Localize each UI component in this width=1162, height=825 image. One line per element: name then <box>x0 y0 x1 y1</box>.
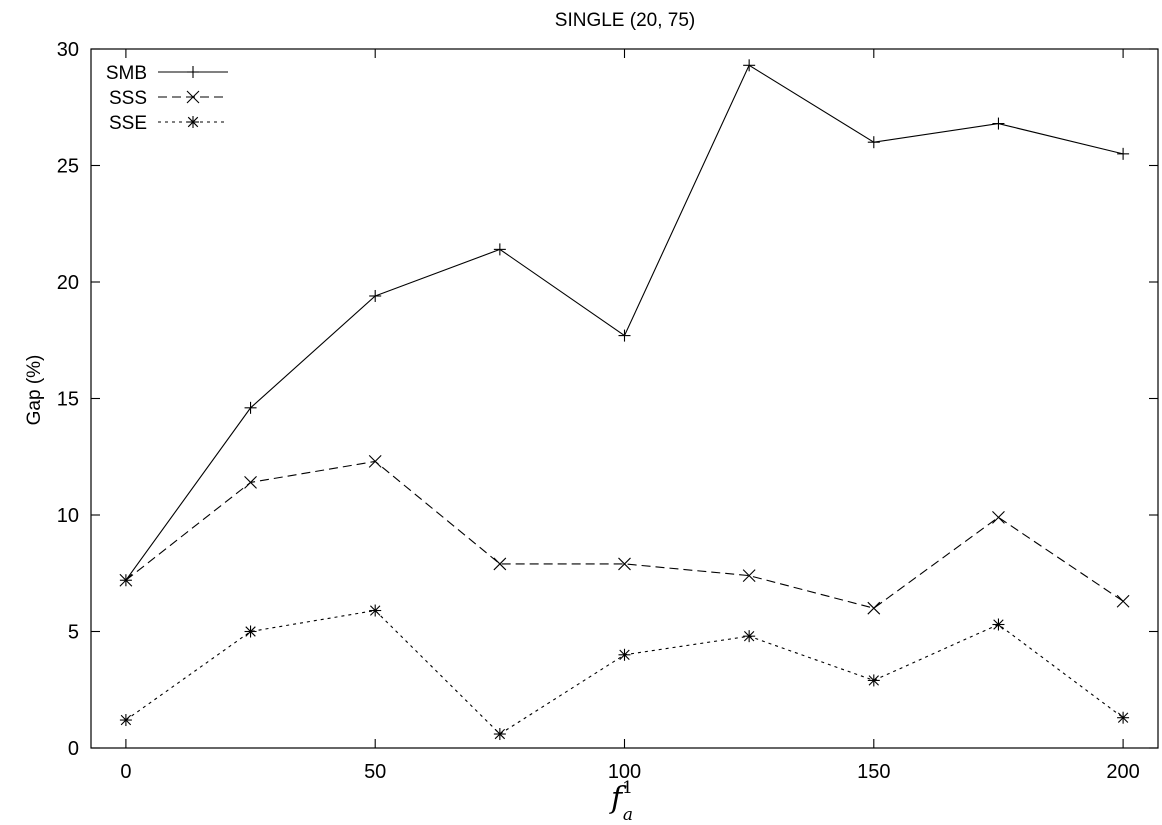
series-layer <box>119 59 1130 741</box>
y-tick-label: 20 <box>57 272 79 294</box>
y-tick-label: 10 <box>57 505 79 527</box>
legend-item-sse: SSE <box>109 113 228 134</box>
y-tick-label: 30 <box>57 39 79 61</box>
legend-marker <box>187 116 199 128</box>
series-sse <box>119 604 1130 741</box>
x-tick-label: 50 <box>364 761 386 783</box>
data-point-sse <box>1117 711 1130 724</box>
legend-label: SSE <box>109 113 147 134</box>
data-point-smb <box>743 59 756 72</box>
legend-item-sss: SSS <box>109 88 228 109</box>
legend-label: SMB <box>106 63 147 84</box>
series-line-smb <box>125 64 1124 581</box>
y-axis-label: Gap (%) <box>24 355 45 426</box>
data-point-sse <box>618 648 631 661</box>
data-point-smb <box>1117 147 1130 160</box>
data-point-sse <box>244 625 257 638</box>
x-axis-label-sub: a <box>623 805 633 825</box>
data-point-sss <box>992 510 1005 524</box>
data-point-sss <box>368 455 382 468</box>
x-tick-label: 0 <box>120 761 131 783</box>
data-point-sss <box>618 557 631 571</box>
data-point-smb <box>244 401 257 414</box>
x-tick-label: 200 <box>1106 761 1139 783</box>
legend-marker <box>187 66 199 78</box>
data-point-smb <box>992 117 1005 130</box>
y-tick-label: 0 <box>68 738 79 760</box>
data-point-sse <box>493 728 506 741</box>
y-tick-label: 25 <box>57 156 79 178</box>
data-point-smb <box>618 329 631 342</box>
y-tick-label: 5 <box>68 622 79 644</box>
y-tick-label: 15 <box>57 389 79 411</box>
data-point-smb <box>493 243 506 256</box>
data-point-sss <box>493 557 507 571</box>
legend-marker <box>186 90 200 104</box>
data-point-smb <box>867 136 880 149</box>
x-axis-label-sup: 1 <box>622 778 633 798</box>
data-point-sse <box>119 714 132 727</box>
chart-title: SINGLE (20, 75) <box>555 10 695 31</box>
series-line-sse <box>125 609 1124 735</box>
legend: SMB SSS SSE <box>106 63 228 134</box>
data-point-smb <box>369 289 382 302</box>
legend-label: SSS <box>109 88 147 109</box>
x-tick-label: 150 <box>857 761 890 783</box>
x-tick-label: 100 <box>608 761 641 783</box>
data-point-sse <box>992 618 1005 631</box>
data-point-sss <box>867 601 881 615</box>
plot-frame <box>90 48 1159 749</box>
data-point-sss <box>742 569 756 582</box>
data-point-sse <box>743 630 756 643</box>
data-point-sse <box>867 674 880 687</box>
axis-ticks: 0 50 100 150 200 0 5 10 15 20 25 30 <box>57 39 1158 783</box>
legend-item-smb: SMB <box>106 63 228 84</box>
data-point-sse <box>369 604 382 617</box>
series-line-sss <box>125 460 1124 609</box>
series-smb <box>119 59 1130 587</box>
series-sss <box>119 455 1130 615</box>
data-point-sss <box>119 573 133 587</box>
x-axis-label: f1 a <box>609 778 633 825</box>
data-point-sss <box>1116 594 1130 608</box>
data-point-sss <box>244 475 257 489</box>
